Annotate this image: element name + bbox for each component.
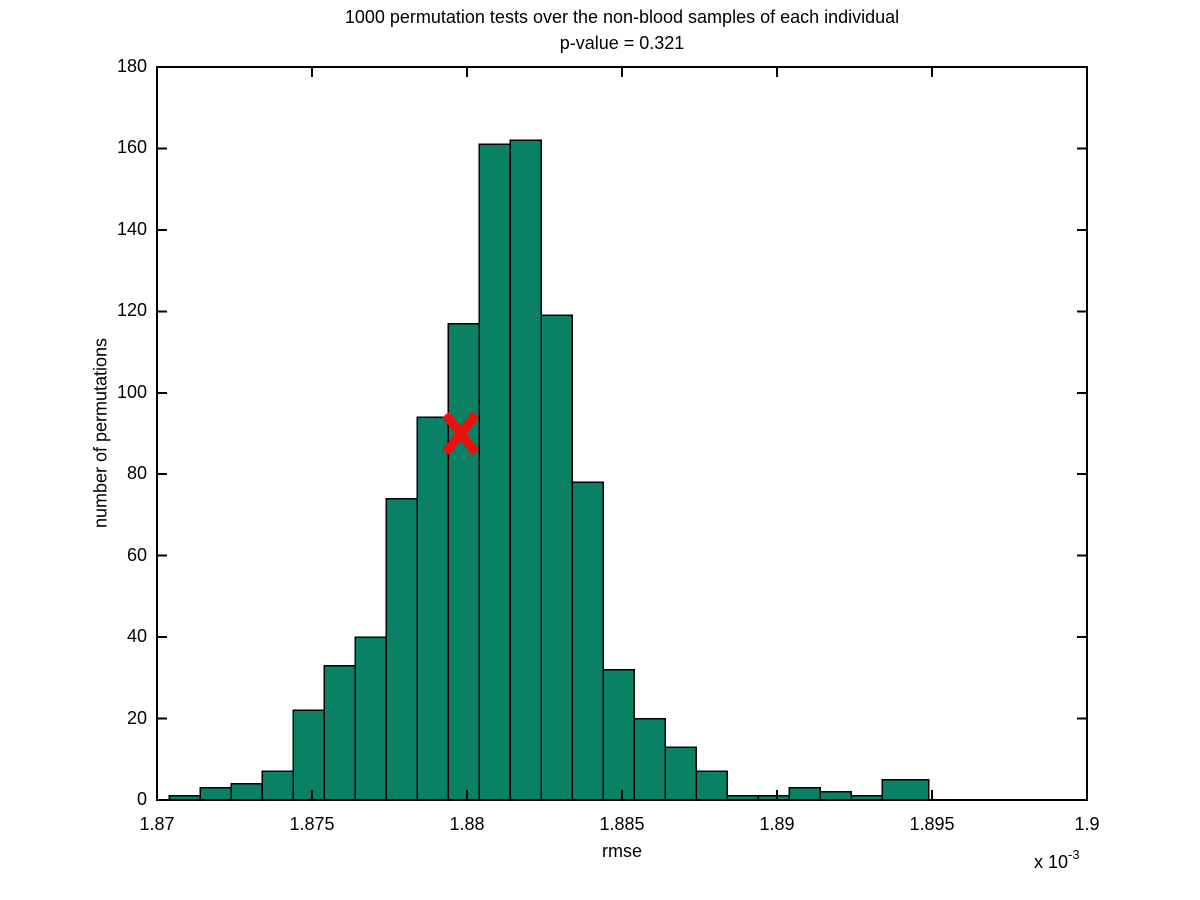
x-tick-label: 1.885 xyxy=(599,814,645,834)
chart-title: 1000 permutation tests over the non-bloo… xyxy=(344,7,900,27)
histogram-bar xyxy=(788,787,822,801)
histogram-bar xyxy=(571,481,605,801)
histogram-bar xyxy=(540,314,574,801)
y-tick-label: 40 xyxy=(126,626,147,647)
y-tick-label: 100 xyxy=(116,381,147,402)
x-axis-multiplier-exponent: -3 xyxy=(1068,847,1080,862)
x-axis-label: rmse xyxy=(602,841,642,861)
histogram-bar xyxy=(416,416,450,801)
histogram-bar xyxy=(292,709,326,801)
histogram-bar xyxy=(385,497,419,801)
histogram-bar xyxy=(261,770,295,801)
histogram-bar xyxy=(199,787,233,801)
chart-subtitle: p-value = 0.321 xyxy=(559,33,685,53)
x-axis-multiplier: x 10-3 xyxy=(1034,847,1080,873)
histogram-bar xyxy=(354,636,388,801)
histogram-bar xyxy=(819,791,853,801)
y-tick-label: 80 xyxy=(126,463,147,484)
x-tick-label: 1.87 xyxy=(139,814,175,834)
y-tick-label: 0 xyxy=(136,789,147,810)
x-tick-label: 1.895 xyxy=(909,814,955,834)
histogram-bar xyxy=(478,143,512,801)
histogram-bar xyxy=(633,717,667,801)
x-tick-label: 1.88 xyxy=(449,814,485,834)
histogram-bar xyxy=(881,778,930,801)
histogram-bar xyxy=(323,664,357,801)
y-tick-label: 60 xyxy=(126,544,147,565)
histogram-bar xyxy=(695,770,729,801)
y-axis-label: number of permutations xyxy=(90,337,111,529)
observed-rmse-marker xyxy=(442,411,480,456)
histogram-bar xyxy=(602,668,636,801)
x-tick-label: 1.9 xyxy=(1074,814,1100,834)
y-tick-label: 20 xyxy=(126,707,147,728)
y-tick-label: 160 xyxy=(116,137,147,158)
y-tick-label: 180 xyxy=(116,56,147,77)
histogram-bar xyxy=(230,782,264,801)
histogram-bar xyxy=(509,139,543,801)
y-tick-label: 140 xyxy=(116,218,147,239)
y-tick-label: 120 xyxy=(116,300,147,321)
x-axis-multiplier-base: x 10 xyxy=(1034,852,1069,872)
x-tick-label: 1.875 xyxy=(289,814,335,834)
x-tick-label: 1.89 xyxy=(759,814,795,834)
histogram-bar xyxy=(664,746,698,801)
histogram-bar xyxy=(447,322,481,801)
